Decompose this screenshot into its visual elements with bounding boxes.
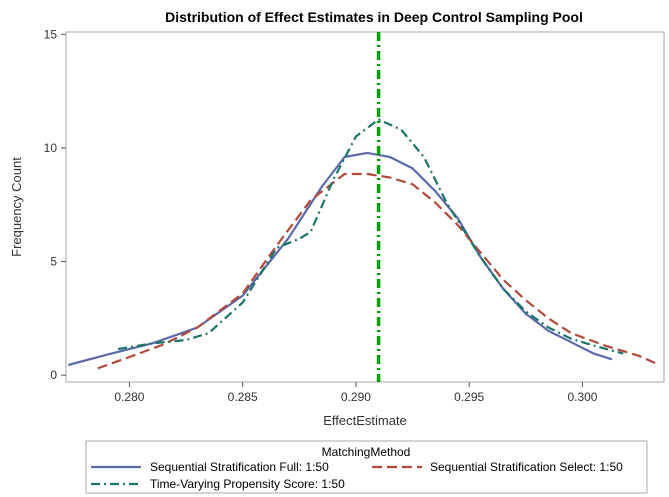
x-tick-label: 0.290 bbox=[341, 390, 371, 404]
legend: MatchingMethod Sequential Stratification… bbox=[85, 440, 648, 494]
legend-label-select: Sequential Stratification Select: 1:50 bbox=[430, 460, 623, 474]
x-tick-label: 0.285 bbox=[228, 390, 258, 404]
series-line-full bbox=[68, 151, 613, 367]
y-tick-label: 5 bbox=[50, 255, 57, 269]
y-axis-label: Frequency Count bbox=[9, 157, 24, 257]
legend-frame bbox=[85, 440, 648, 494]
y-axis-ticks: 0 5 10 15 bbox=[44, 27, 66, 382]
y-tick-label: 10 bbox=[44, 141, 58, 155]
series-line-select bbox=[97, 172, 660, 370]
chart-title: Distribution of Effect Estimates in Deep… bbox=[165, 9, 583, 25]
x-tick-label: 0.295 bbox=[454, 390, 484, 404]
plot-area-frame bbox=[65, 31, 665, 383]
legend-label-full: Sequential Stratification Full: 1:50 bbox=[150, 460, 329, 474]
y-tick-label: 0 bbox=[50, 368, 57, 382]
legend-label-tvps: Time-Varying Propensity Score: 1:50 bbox=[150, 477, 345, 491]
x-axis-label: EffectEstimate bbox=[323, 413, 407, 428]
x-axis-ticks: 0.280 0.285 0.290 0.295 0.300 bbox=[114, 382, 598, 404]
x-tick-label: 0.300 bbox=[567, 390, 597, 404]
y-tick-label: 15 bbox=[44, 27, 58, 41]
x-tick-label: 0.280 bbox=[114, 390, 144, 404]
series-line-tvps bbox=[117, 118, 624, 355]
legend-title: MatchingMethod bbox=[322, 445, 411, 459]
series-layer bbox=[68, 118, 660, 370]
